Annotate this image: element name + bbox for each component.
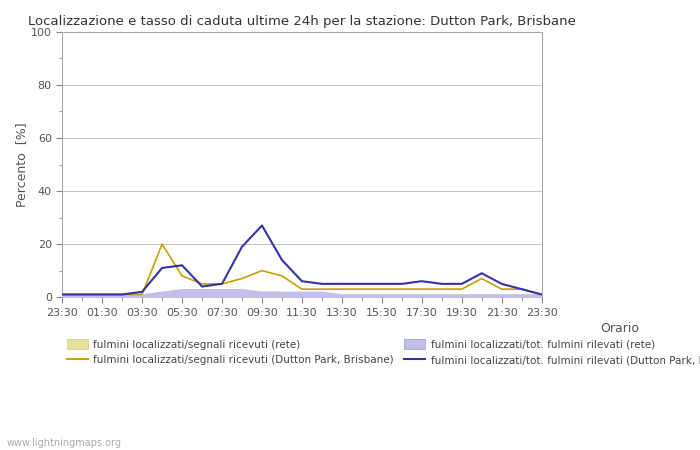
Title: Localizzazione e tasso di caduta ultime 24h per la stazione: Dutton Park, Brisba: Localizzazione e tasso di caduta ultime … [28,15,576,28]
Text: Orario: Orario [600,322,639,335]
Y-axis label: Percento  [%]: Percento [%] [15,122,28,207]
Legend: fulmini localizzati/segnali ricevuti (rete), fulmini localizzati/segnali ricevut: fulmini localizzati/segnali ricevuti (re… [67,339,700,365]
Text: www.lightningmaps.org: www.lightningmaps.org [7,438,122,448]
